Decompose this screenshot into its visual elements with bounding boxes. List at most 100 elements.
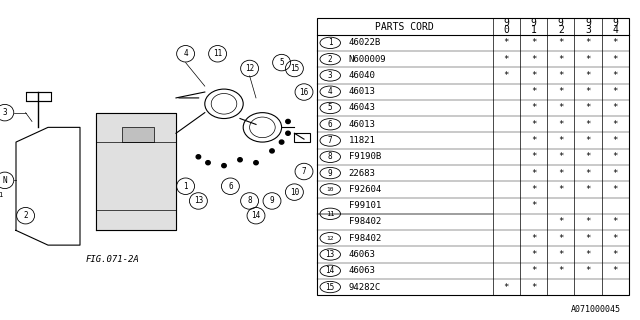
Text: PARTS CORD: PARTS CORD [376,21,434,32]
Text: 3: 3 [3,108,7,117]
Text: 10: 10 [326,187,334,192]
Text: 5: 5 [279,58,284,67]
Text: *: * [586,185,591,194]
Text: *: * [612,234,618,243]
Polygon shape [96,113,176,230]
Text: *: * [612,266,618,275]
Text: 46013: 46013 [349,87,376,96]
Text: 13: 13 [326,250,335,259]
Text: 7: 7 [328,136,333,145]
Text: 13: 13 [194,196,203,205]
Text: FIG.071-2A: FIG.071-2A [85,255,139,264]
Text: *: * [531,136,536,145]
Text: *: * [531,71,536,80]
Text: 2: 2 [23,211,28,220]
Text: 12: 12 [245,64,254,73]
Text: *: * [531,152,536,161]
Text: *: * [586,152,591,161]
Circle shape [253,161,259,165]
Text: 16: 16 [300,88,308,97]
Text: 9: 9 [328,169,333,178]
Text: 9: 9 [269,196,275,205]
Text: *: * [612,38,618,47]
Text: 46040: 46040 [349,71,376,80]
Text: *: * [531,250,536,259]
Text: *: * [531,201,536,210]
Text: *: * [586,55,591,64]
Text: *: * [558,136,563,145]
Text: 0: 0 [504,25,509,35]
Text: *: * [531,266,536,275]
Text: *: * [612,120,618,129]
Text: 11: 11 [326,211,335,217]
Text: *: * [558,169,563,178]
Text: *: * [504,283,509,292]
Text: *: * [612,250,618,259]
Text: *: * [558,234,563,243]
Text: *: * [531,234,536,243]
Text: 9: 9 [558,18,564,28]
Text: *: * [612,169,618,178]
Text: *: * [558,38,563,47]
Text: *: * [558,55,563,64]
Text: F98402: F98402 [349,234,381,243]
Text: 46013: 46013 [349,120,376,129]
Text: F99101: F99101 [349,201,381,210]
Text: *: * [586,38,591,47]
Text: 9: 9 [585,18,591,28]
Text: 9: 9 [504,18,509,28]
Text: 1: 1 [183,182,188,191]
Circle shape [285,131,291,135]
Text: 11821: 11821 [349,136,376,145]
Text: *: * [558,152,563,161]
Text: 4: 4 [612,25,618,35]
Text: N600009: N600009 [349,55,387,64]
Text: 3: 3 [585,25,591,35]
Text: 4: 4 [328,87,333,96]
Text: *: * [531,103,536,112]
Text: 46022B: 46022B [349,38,381,47]
Text: A071000045: A071000045 [571,305,621,314]
Text: *: * [558,217,563,227]
Text: *: * [586,120,591,129]
Circle shape [238,158,243,162]
Text: 2: 2 [328,55,333,64]
Text: 6: 6 [228,182,233,191]
Text: 94282C: 94282C [349,283,381,292]
Text: *: * [531,283,536,292]
Text: 3: 3 [328,71,333,80]
Text: *: * [612,217,618,227]
Text: *: * [586,234,591,243]
Bar [26,92,51,101]
Text: 1: 1 [0,192,2,198]
Text: 2: 2 [558,25,564,35]
Text: F9190B: F9190B [349,152,381,161]
Text: 14: 14 [326,266,335,275]
Text: 22683: 22683 [349,169,376,178]
Text: 7: 7 [301,167,307,176]
Text: 46063: 46063 [349,266,376,275]
Text: *: * [612,103,618,112]
Text: *: * [586,103,591,112]
Text: *: * [531,38,536,47]
Text: 10: 10 [290,188,299,196]
Text: *: * [504,71,509,80]
Text: *: * [612,55,618,64]
Text: *: * [612,185,618,194]
Circle shape [280,140,284,144]
Text: 8: 8 [328,152,333,161]
Text: *: * [612,136,618,145]
Text: *: * [558,71,563,80]
Text: 9: 9 [612,18,618,28]
Text: 8: 8 [247,196,252,205]
Text: 11: 11 [213,49,222,58]
Text: 1: 1 [531,25,536,35]
Text: *: * [586,169,591,178]
Text: *: * [586,250,591,259]
Text: 12: 12 [326,236,334,241]
Text: *: * [531,169,536,178]
Text: *: * [531,185,536,194]
Text: *: * [612,71,618,80]
Text: 15: 15 [326,283,335,292]
Text: *: * [612,87,618,96]
